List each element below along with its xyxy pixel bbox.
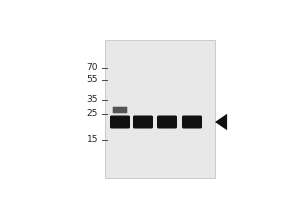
Bar [105, 40, 215, 178]
Text: 55: 55 [86, 75, 98, 84]
FancyBboxPatch shape [110, 116, 130, 129]
FancyBboxPatch shape [157, 116, 177, 129]
Text: 35: 35 [86, 96, 98, 104]
Polygon shape [215, 114, 227, 130]
Text: 25: 25 [87, 110, 98, 118]
Text: 70: 70 [86, 64, 98, 72]
FancyBboxPatch shape [182, 116, 202, 129]
Text: 15: 15 [86, 136, 98, 144]
FancyBboxPatch shape [113, 107, 127, 113]
FancyBboxPatch shape [133, 116, 153, 129]
